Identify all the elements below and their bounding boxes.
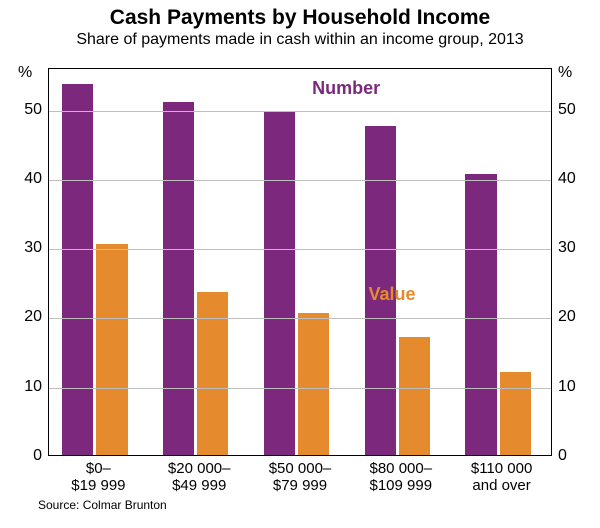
y-tick-right: 20	[558, 308, 576, 326]
bar-number	[465, 174, 496, 455]
x-label-line2: $49 999	[149, 477, 250, 494]
y-unit-right: %	[558, 64, 572, 82]
bar-number	[62, 84, 93, 455]
y-tick-right: 10	[558, 378, 576, 396]
x-label-line1: $0–	[48, 460, 149, 477]
x-label-line1: $80 000–	[350, 460, 451, 477]
x-label: $80 000–$109 999	[350, 460, 451, 495]
bars-container	[49, 69, 551, 455]
cash-payments-chart: Cash Payments by Household Income Share …	[0, 0, 600, 528]
gridline	[49, 180, 551, 181]
gridline	[49, 318, 551, 319]
plot-area	[48, 68, 552, 456]
bar-value	[197, 292, 228, 455]
gridline	[49, 388, 551, 389]
y-tick-left: 30	[6, 239, 42, 257]
y-tick-left: 0	[6, 447, 42, 465]
y-tick-left: 50	[6, 101, 42, 119]
x-label: $0–$19 999	[48, 460, 149, 495]
x-label: $50 000–$79 999	[250, 460, 351, 495]
x-label-line2: and over	[451, 477, 552, 494]
chart-title: Cash Payments by Household Income	[0, 6, 600, 30]
x-label: $20 000–$49 999	[149, 460, 250, 495]
series-label-value: Value	[369, 284, 416, 305]
x-label-line1: $110 000	[451, 460, 552, 477]
bar-number	[163, 102, 194, 455]
y-tick-left: 20	[6, 308, 42, 326]
x-label: $110 000and over	[451, 460, 552, 495]
y-tick-right: 30	[558, 239, 576, 257]
y-tick-right: 50	[558, 101, 576, 119]
x-label-line2: $19 999	[48, 477, 149, 494]
x-label-line2: $79 999	[250, 477, 351, 494]
x-label-line1: $50 000–	[250, 460, 351, 477]
chart-subtitle: Share of payments made in cash within an…	[0, 31, 600, 49]
bar-value	[298, 313, 329, 455]
x-label-line2: $109 999	[350, 477, 451, 494]
bar-value	[399, 337, 430, 455]
y-tick-left: 10	[6, 378, 42, 396]
bar-value	[500, 372, 531, 455]
y-unit-left: %	[18, 64, 32, 82]
bar-value	[96, 244, 127, 455]
y-tick-right: 40	[558, 170, 576, 188]
gridline	[49, 111, 551, 112]
series-label-number: Number	[312, 78, 380, 99]
y-tick-left: 40	[6, 170, 42, 188]
y-tick-right: 0	[558, 447, 567, 465]
bar-number	[264, 112, 295, 455]
x-label-line1: $20 000–	[149, 460, 250, 477]
chart-source: Source: Colmar Brunton	[38, 498, 167, 512]
gridline	[49, 249, 551, 250]
